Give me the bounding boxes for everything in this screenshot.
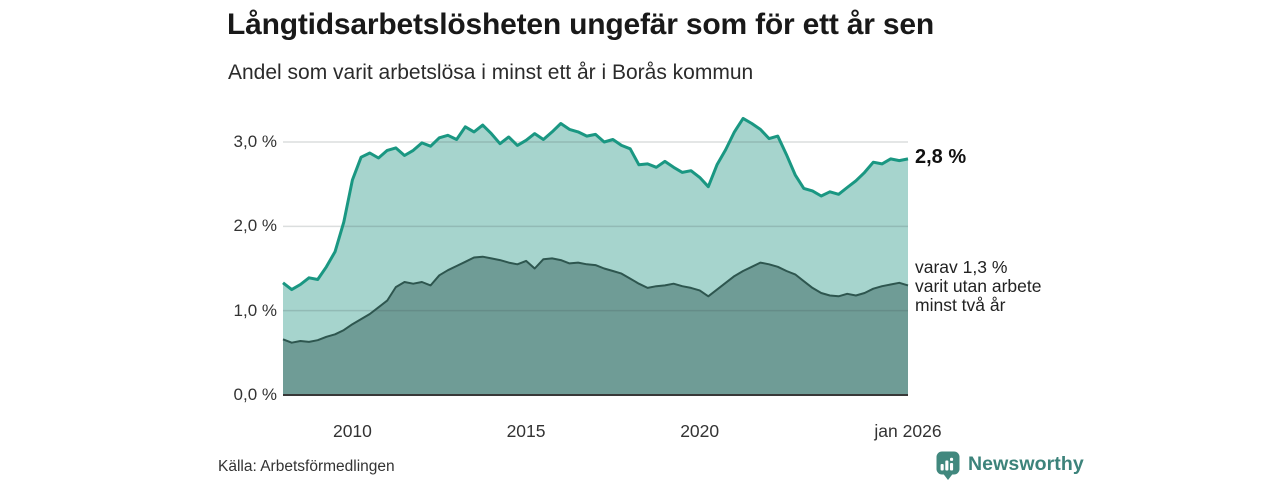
secondary-value-label: varav 1,3 % varit utan arbete minst två år xyxy=(915,258,1041,315)
y-axis-tick-label: 0,0 % xyxy=(233,385,277,404)
y-axis-tick-label: 1,0 % xyxy=(233,300,277,320)
newsworthy-logo-icon xyxy=(936,451,960,480)
secondary-value-line: varav 1,3 % xyxy=(915,257,1008,277)
series-line-total xyxy=(282,116,909,292)
brand-name: Newsworthy xyxy=(968,453,1084,475)
x-axis-tick-label: 2015 xyxy=(506,421,546,441)
source-caption: Källa: Arbetsförmedlingen xyxy=(218,458,395,475)
latest-value-label: 2,8 % xyxy=(915,146,967,168)
chart-title: Långtidsarbetslösheten ungefär som för e… xyxy=(227,8,935,41)
x-axis-tick-label: 2020 xyxy=(680,421,720,441)
secondary-value-line: varit utan arbete xyxy=(915,276,1042,296)
y-axis-tick-label: 3,0 % xyxy=(233,132,277,151)
x-axis-tick-label: jan 2026 xyxy=(874,421,942,441)
brand-logo[interactable]: Newsworthy xyxy=(936,451,1084,480)
x-axis-tick-label: 2010 xyxy=(332,421,372,441)
series-area-two-years xyxy=(283,256,908,395)
secondary-value-line: minst två år xyxy=(915,295,1006,315)
y-axis-tick-label: 2,0 % xyxy=(233,216,277,236)
chart-subtitle: Andel som varit arbetslösa i minst ett å… xyxy=(228,61,754,84)
series-line-two-years xyxy=(282,255,909,344)
